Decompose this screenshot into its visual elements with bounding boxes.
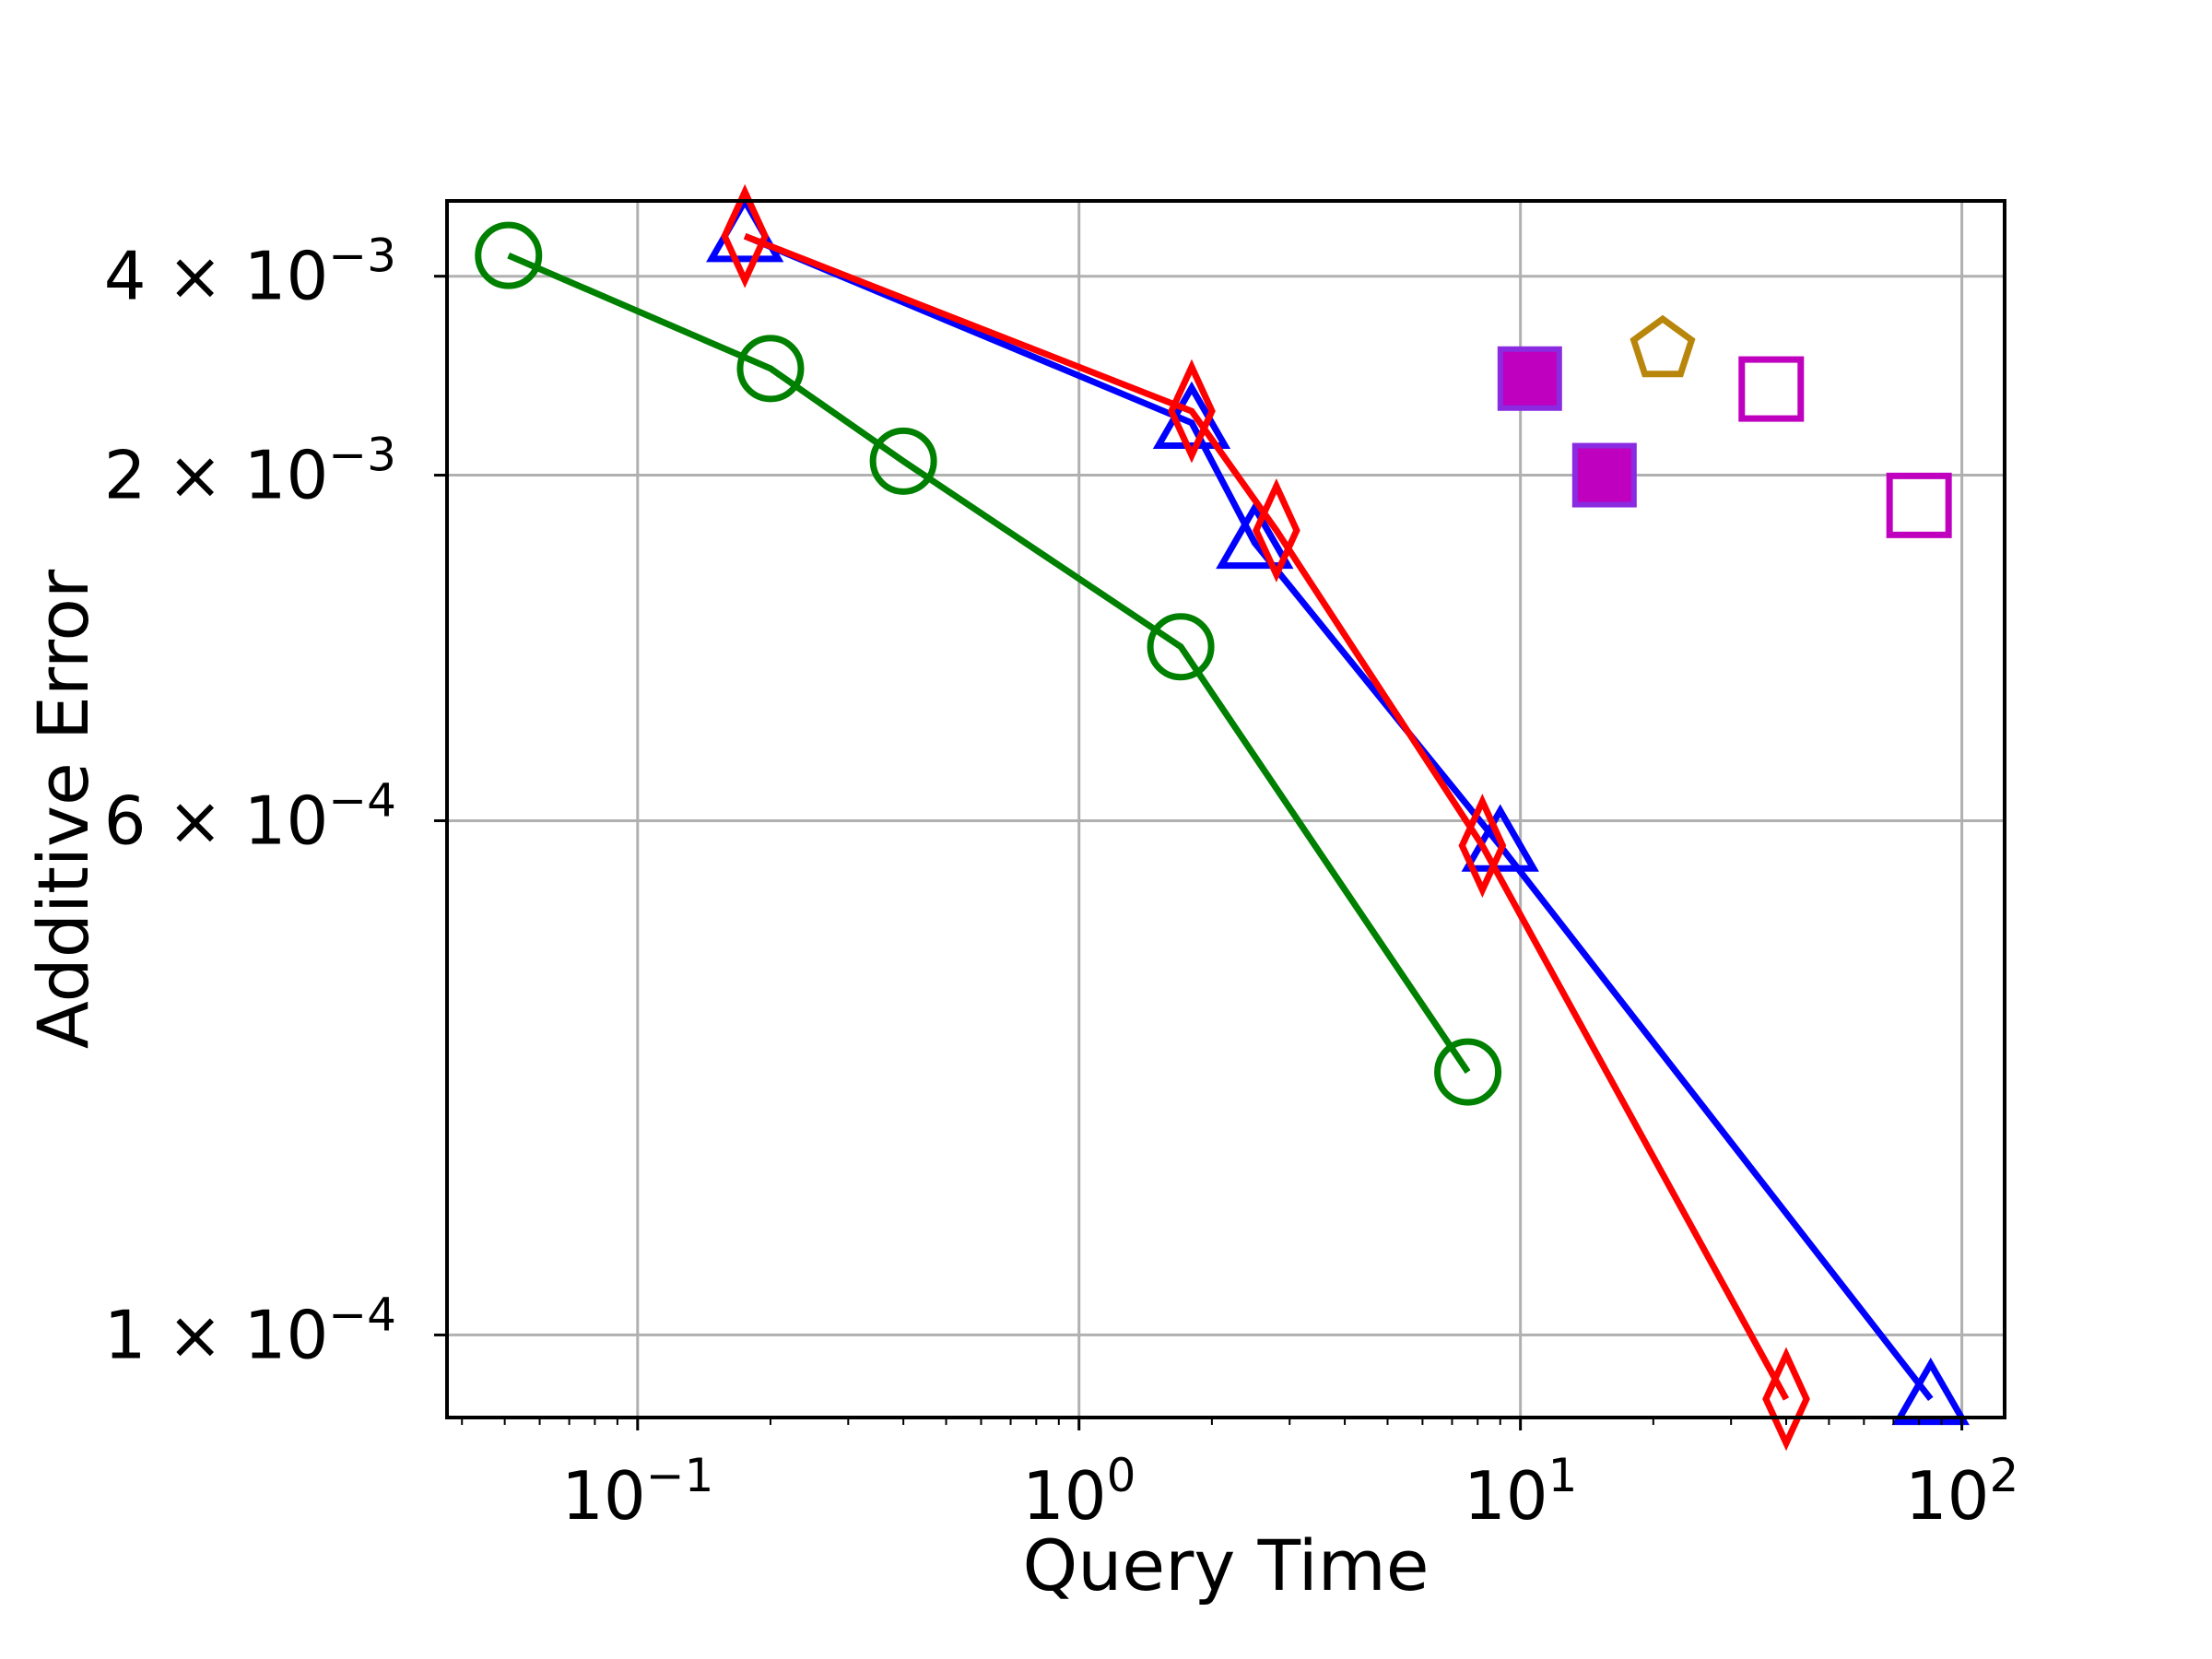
circle-marker [475, 221, 543, 289]
y-axis-label: Additive Error [22, 569, 104, 1049]
y-tick-label: 2 × 10−3 [104, 429, 396, 514]
x-tick-label: 10−1 [561, 1449, 713, 1535]
triangle-marker [1216, 500, 1294, 570]
filled-square-marker [1497, 346, 1562, 411]
y-tick-label: 6 × 10−4 [104, 773, 396, 859]
series-layer [475, 183, 1970, 1452]
series-0 [475, 221, 1502, 1106]
series-5 [1738, 356, 1952, 538]
ticks: 10−1 100 101 102 1 × 10−4 6 × 10−4 2 × 10−3 4 ×… [104, 229, 2019, 1535]
series-line [507, 252, 1471, 1075]
series-2 [721, 183, 1810, 1452]
x-tick-label: 102 [1905, 1449, 2018, 1535]
x-axis-label: Query Time [1022, 1524, 1429, 1606]
square-marker [1886, 472, 1952, 538]
series-1 [706, 194, 1970, 1426]
square-marker [1738, 356, 1805, 422]
diamond-marker [721, 183, 770, 288]
x-tick-label: 100 [1022, 1449, 1135, 1535]
filled-square-marker [1571, 442, 1637, 508]
y-tick-label: 4 × 10−3 [104, 229, 396, 315]
diamond-marker [1168, 359, 1216, 464]
y-tick-label: 1 × 10−4 [104, 1288, 396, 1373]
plot-frame [445, 199, 2006, 1419]
x-tick-label: 101 [1464, 1449, 1577, 1535]
circle-marker [736, 335, 805, 403]
diamond-marker [1458, 794, 1507, 898]
series-3 [1497, 346, 1637, 508]
triangle-marker [706, 194, 784, 263]
pentagon-marker [1630, 314, 1696, 378]
circle-marker [1434, 1038, 1502, 1106]
diamond-marker [1762, 1347, 1810, 1452]
diamond-marker [1253, 478, 1300, 582]
series-line [743, 232, 1790, 1401]
grid [447, 201, 2005, 1418]
series-line [743, 232, 1934, 1402]
series-4 [1630, 314, 1696, 378]
triangle-marker [1891, 1357, 1970, 1426]
triangle-marker [1461, 804, 1539, 872]
circle-marker [869, 427, 937, 495]
circle-marker [1147, 613, 1215, 681]
